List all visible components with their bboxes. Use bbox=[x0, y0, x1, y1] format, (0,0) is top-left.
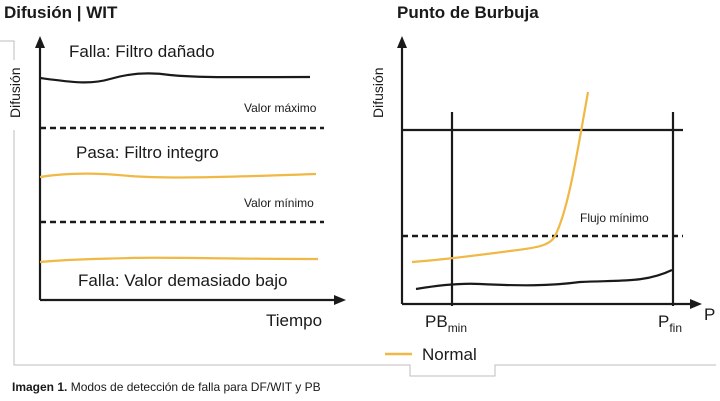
caption-prefix: Imagen 1. bbox=[12, 380, 68, 394]
legend-normal-label: Normal bbox=[422, 345, 477, 364]
left-y-label: Difusión bbox=[7, 67, 23, 118]
right-title: Punto de Burbuja bbox=[397, 3, 539, 22]
left-x-label: Tiempo bbox=[266, 311, 322, 330]
p-axis-label: P bbox=[704, 305, 715, 324]
caption-text: Modos de detección de falla para DF/WIT … bbox=[67, 380, 321, 394]
figure-caption: Imagen 1. Modos de detección de falla pa… bbox=[12, 380, 321, 394]
normal-curve bbox=[411, 91, 590, 264]
min-value-label: Valor mínimo bbox=[244, 196, 314, 210]
outer-frame bbox=[13, 130, 716, 377]
left-axes bbox=[38, 44, 338, 302]
right-x-arrow bbox=[690, 299, 702, 309]
left-y-arrow bbox=[35, 36, 45, 48]
right-y-arrow bbox=[397, 36, 407, 48]
left-x-arrow bbox=[334, 295, 346, 305]
right-axes bbox=[400, 44, 694, 306]
failure-curve bbox=[415, 269, 673, 291]
pb-sub-text: min bbox=[448, 321, 467, 335]
pass-curve bbox=[39, 172, 317, 179]
pb-main-text: PB bbox=[425, 312, 448, 331]
fail-low-label: Falla: Valor demasiado bajo bbox=[78, 271, 287, 290]
right-y-label: Difusión bbox=[370, 67, 386, 118]
pass-label: Pasa: Filtro integro bbox=[76, 143, 219, 162]
pfin-sub-text: fin bbox=[669, 321, 682, 335]
p-fin-label: Pfin bbox=[658, 312, 682, 335]
fail-high-label: Falla: Filtro dañado bbox=[69, 42, 215, 61]
fail-low-curve bbox=[39, 256, 319, 264]
outer-frame-top bbox=[0, 40, 15, 60]
pfin-main-text: P bbox=[658, 312, 669, 331]
min-flow-label: Flujo mínimo bbox=[580, 211, 649, 225]
fail-high-curve bbox=[39, 72, 311, 84]
max-value-label: Valor máximo bbox=[244, 101, 317, 115]
pb-min-label: PBmin bbox=[425, 312, 467, 335]
left-title: Difusión | WIT bbox=[4, 3, 118, 22]
